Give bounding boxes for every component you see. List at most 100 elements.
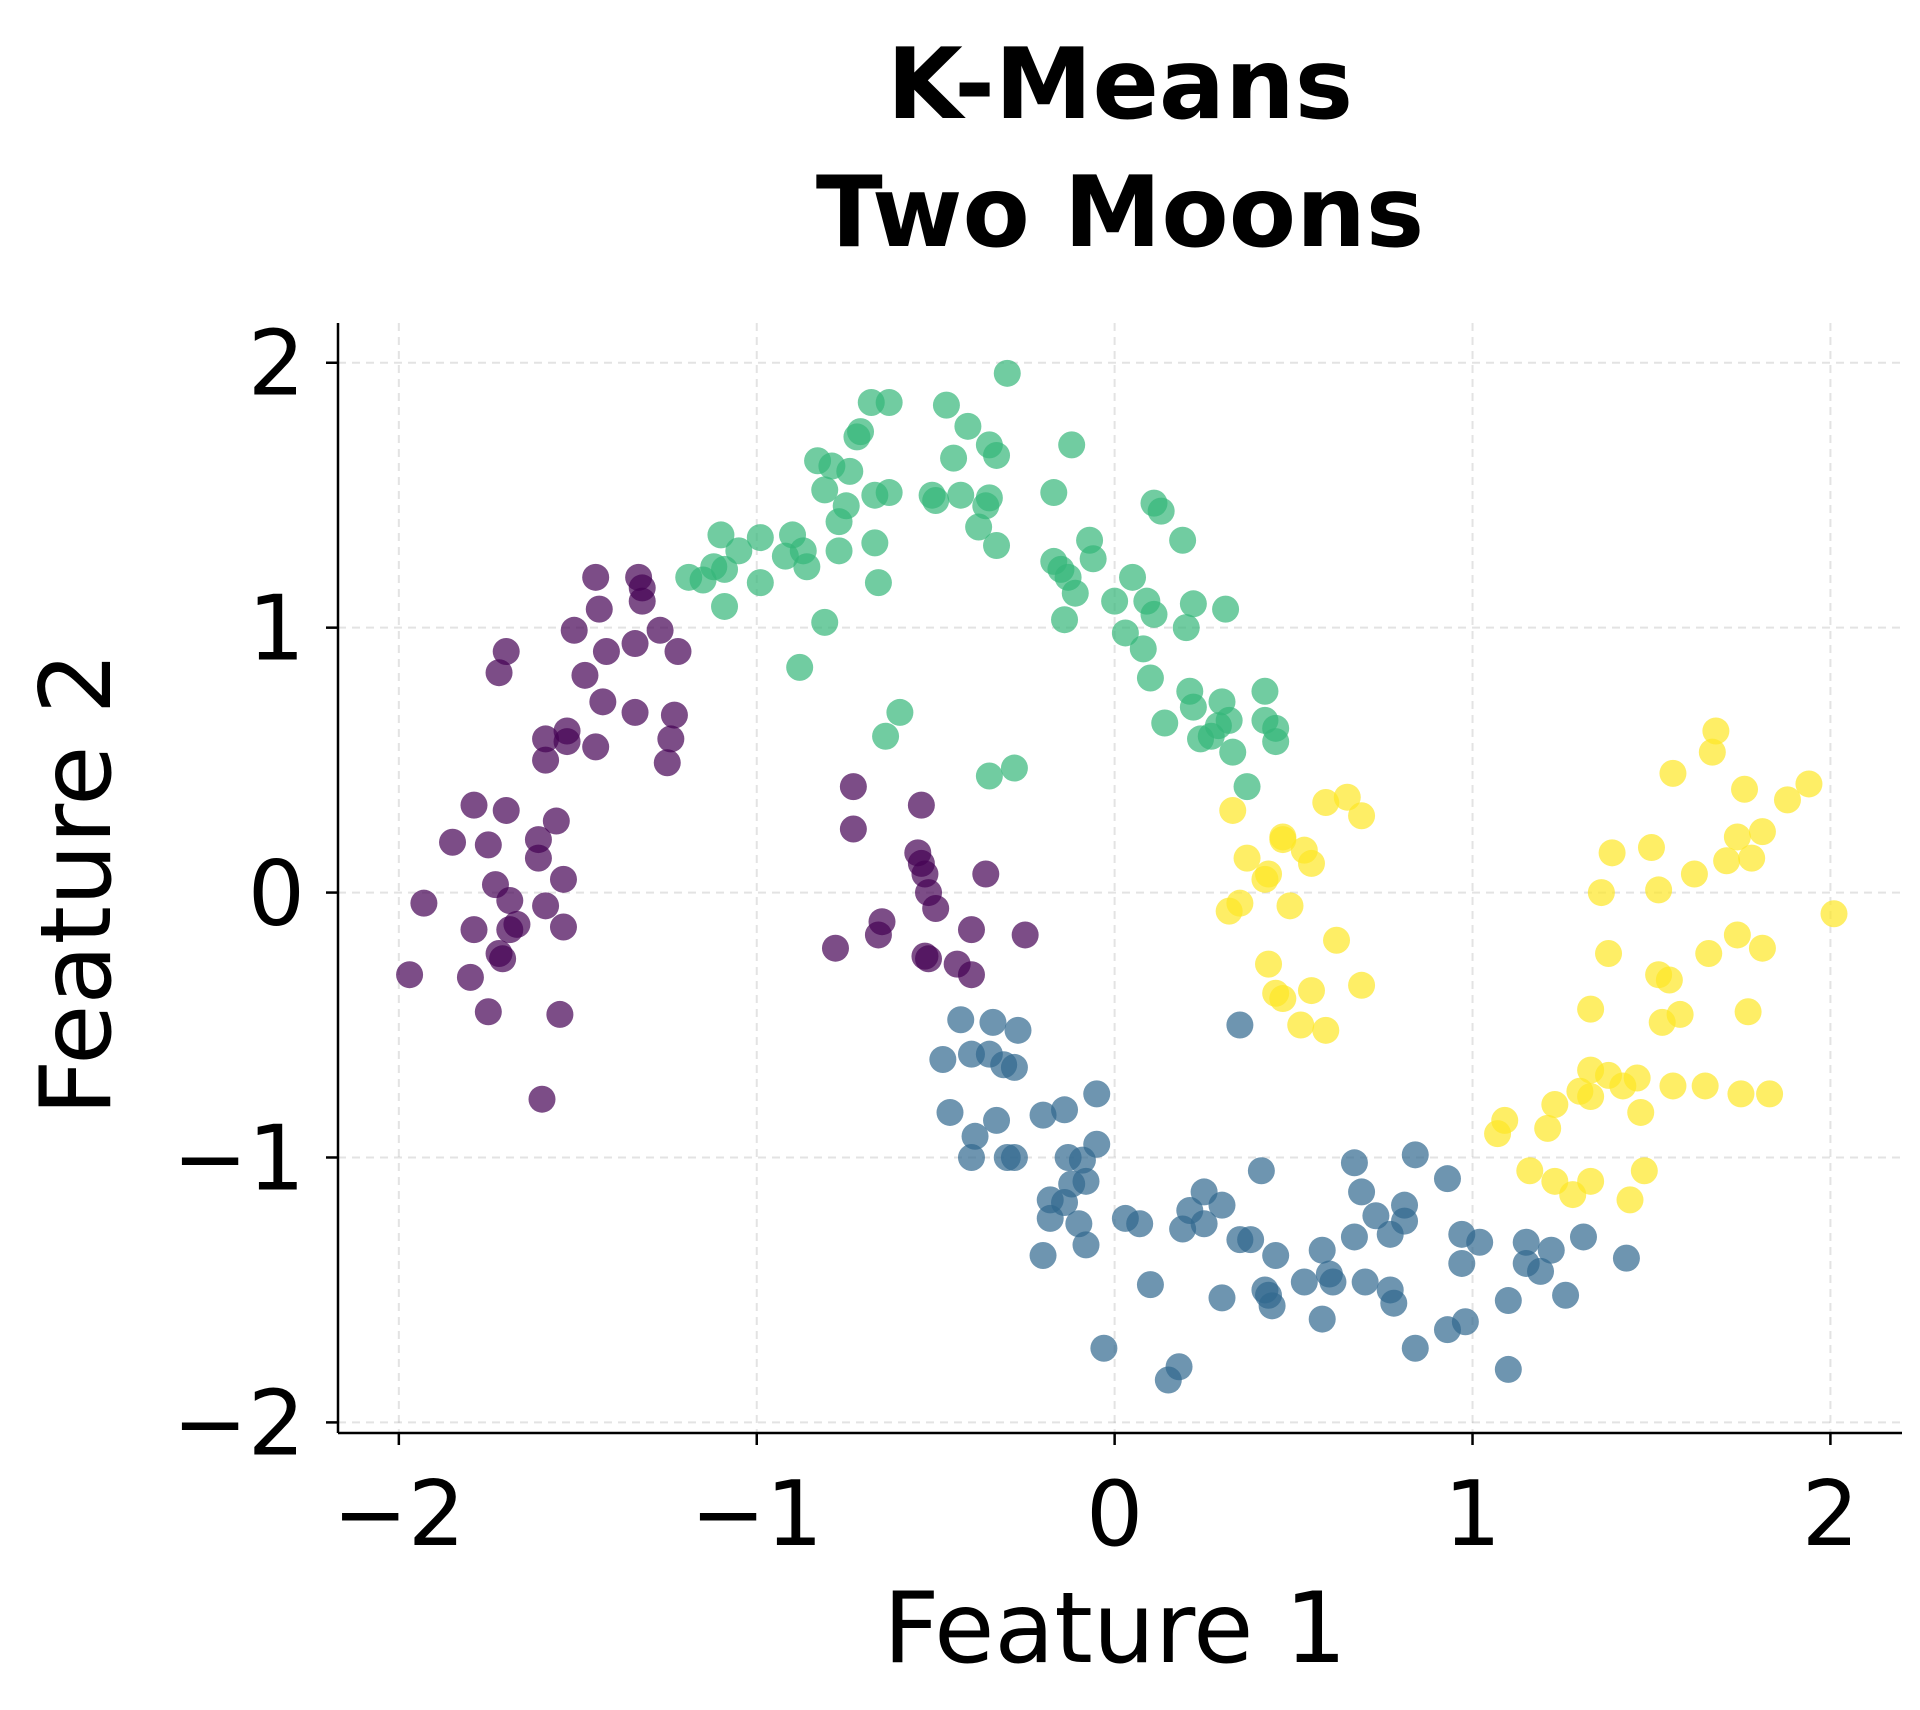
cluster-1-point bbox=[979, 1008, 1007, 1036]
cluster-3-point bbox=[1748, 818, 1776, 846]
cluster-1-point bbox=[1258, 1292, 1286, 1320]
y-tick-label: −2 bbox=[172, 1371, 305, 1476]
cluster-0-point bbox=[489, 945, 517, 973]
cluster-0-point bbox=[821, 934, 849, 962]
cluster-0-point bbox=[546, 1000, 574, 1028]
cluster-3-point bbox=[1516, 1157, 1544, 1185]
cluster-2-point bbox=[811, 608, 839, 636]
cluster-1-point bbox=[1247, 1157, 1275, 1185]
cluster-2-point bbox=[932, 391, 960, 419]
cluster-1-point bbox=[1208, 1284, 1236, 1312]
cluster-2-point bbox=[811, 476, 839, 504]
cluster-1-point bbox=[1512, 1228, 1540, 1256]
cluster-0-point bbox=[628, 574, 656, 602]
cluster-1-point bbox=[1000, 1053, 1028, 1081]
cluster-1-point bbox=[1051, 1096, 1079, 1124]
cluster-3-point bbox=[1323, 926, 1351, 954]
cluster-0-point bbox=[589, 688, 617, 716]
cluster-2-point bbox=[1136, 664, 1164, 692]
x-tick-label: −1 bbox=[690, 1462, 823, 1567]
cluster-3-point bbox=[1297, 977, 1325, 1005]
cluster-2-point bbox=[836, 457, 864, 485]
cluster-1-point bbox=[1136, 1271, 1164, 1299]
cluster-0-point bbox=[524, 844, 552, 872]
cluster-1-point bbox=[1348, 1178, 1376, 1206]
cluster-0-point bbox=[1011, 921, 1039, 949]
cluster-3-point bbox=[1541, 1091, 1569, 1119]
cluster-1-point bbox=[1391, 1207, 1419, 1235]
cluster-0-point bbox=[582, 563, 610, 591]
cluster-2-point bbox=[1147, 497, 1175, 525]
cluster-2-point bbox=[872, 722, 900, 750]
cluster-2-point bbox=[1169, 526, 1197, 554]
cluster-0-point bbox=[657, 725, 685, 753]
cluster-2-point bbox=[875, 479, 903, 507]
cluster-0-point bbox=[553, 728, 581, 756]
cluster-3-point bbox=[1269, 985, 1297, 1013]
cluster-3-point bbox=[1287, 1011, 1315, 1039]
x-tick-label: −2 bbox=[333, 1462, 466, 1567]
cluster-2-point bbox=[725, 537, 753, 565]
cluster-2-point bbox=[832, 492, 860, 520]
cluster-3-point bbox=[1713, 847, 1741, 875]
cluster-2-point bbox=[1219, 738, 1247, 766]
cluster-1-point bbox=[1340, 1223, 1368, 1251]
cluster-1-point bbox=[947, 1006, 975, 1034]
chart-title-line-1: K-Means bbox=[887, 28, 1353, 142]
cluster-2-point bbox=[940, 444, 968, 472]
cluster-0-point bbox=[542, 807, 570, 835]
cluster-3-point bbox=[1577, 995, 1605, 1023]
data-points bbox=[396, 359, 1848, 1394]
cluster-1-point bbox=[1029, 1242, 1057, 1270]
ticks: −2 −1 0 1 2 −2 −1 0 1 2 bbox=[172, 312, 1859, 1567]
cluster-0-point bbox=[532, 725, 560, 753]
cluster-0-point bbox=[621, 630, 649, 658]
cluster-2-point bbox=[983, 532, 1011, 560]
cluster-2-point bbox=[1111, 619, 1139, 647]
cluster-0-point bbox=[571, 661, 599, 689]
cluster-3-point bbox=[1219, 796, 1247, 824]
cluster-0-point bbox=[460, 791, 488, 819]
cluster-1-point bbox=[929, 1045, 957, 1073]
cluster-1-point bbox=[1068, 1146, 1096, 1174]
cluster-1-point bbox=[1237, 1226, 1265, 1254]
cluster-0-point bbox=[492, 637, 520, 665]
cluster-3-point bbox=[1748, 934, 1776, 962]
cluster-2-point bbox=[975, 484, 1003, 512]
cluster-3-point bbox=[1723, 921, 1751, 949]
cluster-2-point bbox=[1172, 614, 1200, 642]
cluster-2-point bbox=[1051, 606, 1079, 634]
cluster-2-point bbox=[825, 537, 853, 565]
cluster-0-point bbox=[915, 945, 943, 973]
cluster-2-point bbox=[789, 537, 817, 565]
cluster-0-point bbox=[839, 773, 867, 801]
cluster-1-point bbox=[1451, 1308, 1479, 1336]
x-tick-label: 0 bbox=[1086, 1462, 1143, 1567]
y-tick-label: 1 bbox=[248, 577, 305, 682]
cluster-2-point bbox=[1179, 693, 1207, 721]
cluster-0-point bbox=[549, 913, 577, 941]
cluster-2-point bbox=[886, 698, 914, 726]
cluster-2-point bbox=[1079, 545, 1107, 573]
cluster-1-point bbox=[1569, 1223, 1597, 1251]
cluster-2-point bbox=[1101, 587, 1129, 615]
cluster-3-point bbox=[1698, 738, 1726, 766]
cluster-0-point bbox=[592, 637, 620, 665]
cluster-1-point bbox=[1380, 1289, 1408, 1317]
cluster-0-point bbox=[585, 595, 613, 623]
cluster-3-point bbox=[1297, 849, 1325, 877]
cluster-3-point bbox=[1616, 1186, 1644, 1214]
cluster-3-point bbox=[1491, 1106, 1519, 1134]
cluster-1-point bbox=[1290, 1268, 1318, 1296]
cluster-1-point bbox=[1319, 1268, 1347, 1296]
cluster-2-point bbox=[746, 524, 774, 552]
cluster-3-point bbox=[1702, 717, 1730, 745]
cluster-2-point bbox=[954, 412, 982, 440]
cluster-0-point bbox=[646, 616, 674, 644]
cluster-1-point bbox=[1351, 1268, 1379, 1296]
cluster-1-point bbox=[1090, 1334, 1118, 1362]
cluster-1-point bbox=[1308, 1305, 1336, 1333]
cluster-1-point bbox=[1494, 1355, 1522, 1383]
cluster-3-point bbox=[1731, 775, 1759, 803]
cluster-2-point bbox=[1151, 709, 1179, 737]
